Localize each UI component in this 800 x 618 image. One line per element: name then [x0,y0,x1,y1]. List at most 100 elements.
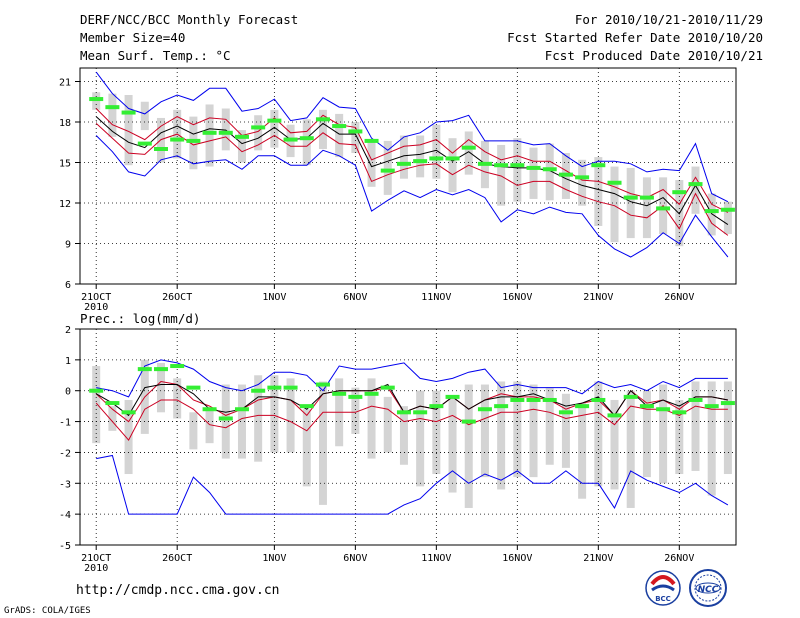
temperature-panel: 6 9 12 15 18 21 21OCT 26OCT 1NOV 6NOV 11NOV 16NOV 21… [59,67,737,313]
temp-spread-box [464,131,473,175]
temp-xtick-label: 26OCT [162,292,192,303]
temp-spread-box [124,95,133,166]
temp-median-marker [413,159,428,164]
prec-spread-box [707,381,716,496]
prec-spread-box [124,399,133,475]
prec-spread-box [480,384,489,478]
temp-median-marker [137,141,152,146]
forecast-produced-label: Fcst Produced Date 2010/10/21 [544,48,763,63]
prec-spread-box [561,393,570,468]
prec-median-marker [639,404,654,409]
prec-median-marker [672,410,687,415]
prec-median-marker [591,397,606,402]
temp-spread-box [497,144,506,206]
temp-median-marker [89,97,104,102]
prec-spread-box [367,378,376,459]
prec-median-marker [461,419,476,424]
prec-median-marker [153,367,168,372]
temp-spread-box [399,135,408,179]
prec-median-marker [121,410,136,415]
prec-max-line [96,359,728,398]
prec-spread-box [92,366,101,444]
temp-spread-box [254,115,263,151]
temp-median-marker [526,165,541,170]
prec-spread-box [691,381,700,471]
temp-ytick-label: 15 [59,159,71,170]
prec-spread-box [108,406,117,431]
temp-median-marker [623,195,638,200]
temp-median-marker [558,172,573,177]
prec-xtick-label: 26NOV [664,553,694,564]
prec-median-marker [267,385,282,390]
temp-spread-box [108,93,117,137]
prec-median-marker [429,404,444,409]
temp-spread-box [448,138,457,193]
temp-xtick-label: 21OCT [81,292,111,303]
prec-spread-box [399,406,408,465]
forecast-started-label: Fcst Started Refer Date 2010/10/20 [507,30,763,45]
member-size-label: Member Size=40 [80,30,186,45]
prec-median-marker [607,413,622,418]
temp-median-marker [396,161,411,166]
temp-median-marker [153,147,168,151]
temp-median-marker [332,124,347,129]
prec-median-marker [251,388,266,393]
prec-median-marker [656,407,671,412]
prec-spread-box [642,390,651,478]
prec-median-marker [202,407,217,412]
temp-median-marker [218,130,233,135]
temp-xtick-label: 21NOV [583,292,613,303]
temp-spread-box [92,92,101,110]
grads-credit: GrADS: COLA/IGES [4,606,91,616]
prec-xtick-label: 16NOV [502,553,532,564]
prec-spread-box [237,384,246,459]
prec-median-marker [89,388,104,393]
temp-median-marker [315,117,330,122]
chart-title: DERF/NCC/BCC Monthly Forecast [80,12,299,27]
prec-spread-box [659,384,668,484]
prec-spread-box [221,384,230,459]
temp-median-marker [364,138,379,143]
prec-spread-box [432,390,441,475]
temp-spread-box [416,135,425,178]
prec-median-marker [186,385,201,390]
precipitation-panel: -5 -4 -3 -2 -1 0 1 2 21OCT 26OCT 1NOV 6NOV 11NOV 16NO… [59,325,737,574]
temp-min-line [95,135,729,258]
prec-median-marker [332,391,347,396]
prec-median-marker [218,416,233,421]
temp-median-marker [234,134,249,139]
prec-median-marker [380,385,395,390]
temp-spread-box [723,201,732,235]
temp-spread-box [189,116,198,170]
temp-ytick-label: 12 [59,199,71,210]
temp-ytick-label: 21 [59,78,71,89]
temp-median-marker [461,145,476,150]
prec-spread-box [578,403,587,499]
prec-spread-box [545,387,554,465]
prec-min-line [96,454,729,515]
prec-median-marker [105,401,120,406]
prec-ytick-label: -1 [59,418,71,429]
prec-xtick-label: 1NOV [262,553,286,564]
temp-median-marker [688,182,703,187]
temp-spread-box [513,138,522,202]
prec-median-marker [170,364,185,369]
temp-spread-box [642,177,651,239]
temp-xtick-label: 1NOV [262,292,286,303]
prec-spread-box [464,384,473,508]
temp-spread-box [335,113,344,158]
temp-median-marker [251,125,266,130]
source-url[interactable]: http://cmdp.ncc.cma.gov.cn [76,583,280,598]
ncc-logo-text: NCC [698,585,719,595]
prec-median-marker [510,397,525,402]
prec-median-marker [494,404,509,409]
temp-median-marker [704,209,719,214]
temp-spread-box [237,130,246,163]
prec-ytick-label: 0 [65,387,71,398]
prec-median-marker [413,410,428,415]
temp-median-marker [429,156,444,161]
temp-spread-box [302,119,311,166]
variable-label: Mean Surf. Temp.: °C [80,48,231,63]
prec-median-marker [315,382,330,387]
prec-ytick-label: -5 [59,541,71,552]
